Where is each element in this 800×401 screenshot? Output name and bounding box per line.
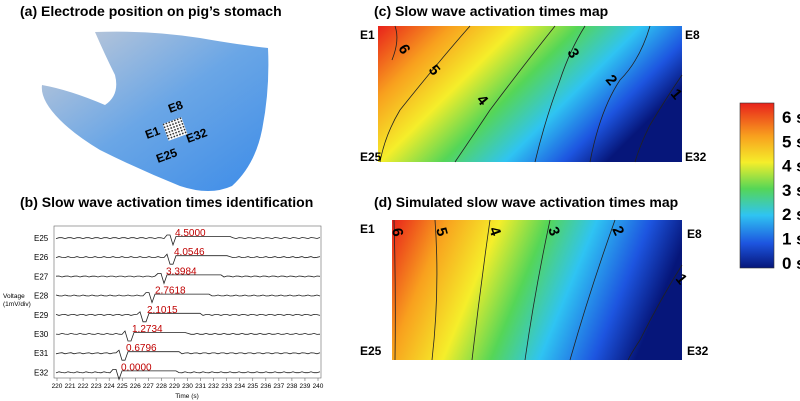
x-tick-label: 226: [130, 383, 141, 390]
corner-label: E8: [687, 227, 702, 241]
panel-title: (a) Electrode position on pig’s stomach: [20, 3, 282, 19]
electrode-label: E1: [143, 124, 162, 142]
contour: [379, 25, 471, 163]
colorbar-label: 3 s: [782, 181, 800, 200]
channel-label: E27: [34, 272, 49, 281]
contour: [634, 74, 683, 163]
corner-label: E8: [685, 28, 700, 42]
channel-label: E25: [34, 234, 49, 243]
contour: [393, 219, 396, 361]
contour: [471, 219, 491, 361]
activation-time: 0.6796: [126, 343, 157, 354]
colorbar-label: 5 s: [782, 132, 800, 151]
x-tick-label: 222: [78, 383, 89, 390]
corner-label: E32: [685, 150, 707, 164]
activation-time: 4.0546: [174, 247, 205, 258]
x-tick-label: 228: [156, 383, 167, 390]
panel-title: (c) Slow wave activation times map: [374, 3, 608, 19]
corner-label: E25: [360, 150, 382, 164]
contour: [627, 264, 683, 361]
trace: [55, 368, 321, 381]
activation-time: 2.7618: [155, 286, 186, 297]
corner-label: E32: [687, 344, 709, 358]
contour: [391, 25, 398, 61]
x-tick-label: 230: [182, 383, 193, 390]
x-tick-label: 234: [234, 383, 245, 390]
channel-label: E29: [34, 311, 49, 320]
x-tick-label: 221: [65, 383, 76, 390]
activation-time: 3.3984: [166, 266, 197, 277]
contour: [534, 25, 586, 163]
x-tick-label: 238: [286, 383, 297, 390]
x-tick-label: 235: [247, 383, 258, 390]
x-tick-label: 225: [117, 383, 128, 390]
x-tick-label: 239: [300, 383, 311, 390]
x-tick-label: 232: [208, 383, 219, 390]
trace: [55, 234, 321, 247]
corner-label: E1: [360, 222, 375, 236]
channel-label: E32: [34, 368, 49, 377]
heatmap: [378, 26, 682, 162]
stomach: [41, 31, 269, 191]
colorbar-label: 1 s: [782, 230, 800, 249]
contour: [431, 219, 438, 361]
contour: [569, 219, 616, 361]
x-tick-label: 236: [260, 383, 271, 390]
trace: [55, 330, 321, 342]
colorbar-label: 2 s: [782, 205, 800, 224]
trace: [55, 349, 321, 361]
x-tick-label: 231: [195, 383, 206, 390]
x-tick-label: 233: [221, 383, 232, 390]
x-tick-label: 240: [313, 383, 324, 390]
x-tick-label: 229: [169, 383, 180, 390]
electrode-grid: [162, 117, 188, 141]
electrode-label: E25: [154, 145, 179, 166]
corner-label: E1: [360, 28, 375, 42]
colorbar: [739, 102, 775, 269]
activation-time: 1.2734: [132, 324, 163, 335]
colorbar-label: 4 s: [782, 157, 800, 176]
x-tick-label: 227: [143, 383, 154, 390]
colorbar-label: 0 s: [782, 254, 800, 273]
trace: [55, 272, 321, 285]
electrode-label: E8: [166, 98, 185, 116]
channel-label: E26: [34, 253, 49, 262]
x-axis-label: Time (s): [175, 393, 199, 400]
x-tick-label: 237: [273, 383, 284, 390]
x-tick-label: 223: [91, 383, 102, 390]
channel-label: E31: [34, 349, 49, 358]
trace: [55, 311, 321, 323]
electrode-label: E32: [184, 125, 209, 146]
y-axis-label: Voltage: [3, 293, 25, 300]
panel-title: (d) Simulated slow wave activation times…: [374, 194, 678, 210]
trace: [55, 253, 321, 265]
x-tick-label: 220: [52, 383, 63, 390]
contour-label: 6: [388, 227, 406, 238]
activation-time: 4.5000: [175, 228, 206, 239]
channel-label: E30: [34, 330, 49, 339]
x-tick-label: 224: [104, 383, 115, 390]
contour: [454, 25, 556, 163]
colorbar-label: 6 s: [782, 108, 800, 127]
contour: [589, 25, 651, 163]
channel-label: E28: [34, 292, 49, 301]
heatmap: [392, 220, 682, 360]
panel-title: (b) Slow wave activation times identific…: [20, 194, 313, 210]
activation-time: 0.0000: [121, 362, 152, 373]
contour: [524, 219, 551, 361]
y-axis-label: (1mV/div): [3, 301, 31, 308]
activation-time: 2.1015: [147, 305, 178, 316]
corner-label: E25: [360, 344, 382, 358]
trace: [55, 292, 321, 304]
